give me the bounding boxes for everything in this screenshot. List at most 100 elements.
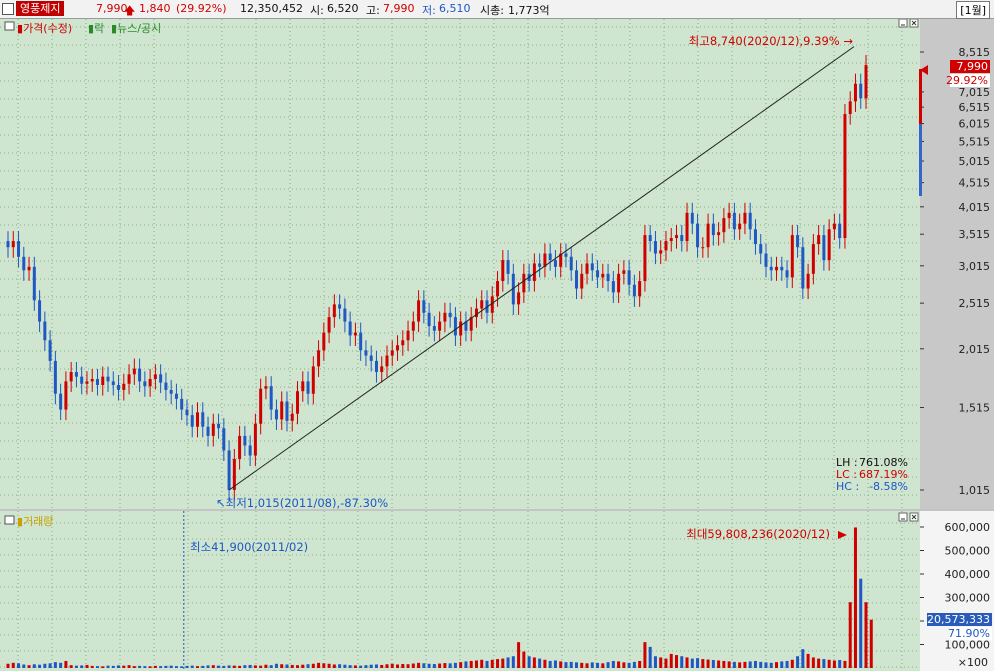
- volume-bar: [496, 659, 500, 668]
- volume-panel-checkbox[interactable]: [4, 515, 15, 525]
- candle-body: [548, 253, 552, 261]
- legend-news[interactable]: ▮뉴스/공시: [111, 22, 161, 35]
- candle-body: [790, 235, 794, 278]
- volume-panel-close-icon[interactable]: [909, 512, 919, 522]
- volume-bar: [296, 665, 300, 668]
- legend-price[interactable]: ▮가격(수정): [17, 22, 72, 35]
- candle-body: [159, 374, 163, 383]
- volume-bar: [374, 664, 378, 668]
- volume-axis-background: [920, 511, 994, 671]
- volume-bar: [32, 664, 36, 668]
- volume-bar: [353, 665, 357, 668]
- panel-checkbox[interactable]: [4, 21, 15, 31]
- volume-bar: [764, 662, 768, 668]
- volume-bar: [711, 660, 715, 668]
- candle-body: [732, 212, 736, 230]
- candle-body: [217, 423, 221, 429]
- candle-body: [327, 317, 331, 333]
- volume-bar: [390, 663, 394, 668]
- volume-bar: [864, 602, 868, 668]
- volume-bar: [327, 663, 331, 668]
- volume-bar: [732, 661, 736, 668]
- volume-bar: [685, 657, 689, 668]
- candle-body: [111, 381, 115, 386]
- max-price-label: 최고8,740(2020/12),9.39% →: [689, 34, 854, 48]
- volume-bar: [343, 664, 347, 668]
- volume-bar: [232, 665, 236, 668]
- candle-body: [611, 281, 615, 293]
- stat-lh: LH :761.08%: [836, 456, 908, 469]
- candle-body: [811, 244, 815, 274]
- price-change-pct: (29.92%): [176, 2, 227, 15]
- candle-body: [638, 281, 642, 297]
- candle-body: [290, 413, 294, 421]
- volume-bar: [553, 660, 557, 668]
- candle-body: [390, 350, 394, 356]
- candle-body: [169, 389, 173, 394]
- quote-bar: 영풍제지 7,990 🡅 1,840 (29.92%) 12,350,452 시…: [0, 0, 994, 19]
- candle-body: [722, 218, 726, 233]
- volume-bar: [174, 666, 178, 668]
- volume-bar: [253, 665, 257, 668]
- volume-bar: [796, 656, 800, 668]
- volume-bar: [290, 664, 294, 668]
- candle-body: [696, 223, 700, 248]
- mcap-label: 시총:: [480, 4, 504, 17]
- stock-name[interactable]: 영풍제지: [16, 1, 65, 16]
- volume-bar: [627, 662, 631, 668]
- volume-bar: [53, 662, 57, 668]
- candle-body: [822, 235, 826, 261]
- volume-bar: [569, 661, 573, 668]
- volume-bar: [706, 659, 710, 668]
- open-value: 6,520: [327, 2, 359, 15]
- volume-bar: [501, 658, 505, 668]
- volume-bar: [195, 666, 199, 668]
- candle-body: [27, 266, 31, 271]
- select-checkbox[interactable]: [2, 3, 14, 15]
- candle-body: [711, 223, 715, 236]
- candle-body: [627, 270, 631, 285]
- candle-body: [38, 300, 42, 322]
- volume-bar: [206, 665, 210, 668]
- price-tick-label: 5,015: [959, 155, 991, 168]
- candle-body: [574, 270, 578, 289]
- volume-bar: [80, 665, 84, 668]
- candle-body: [432, 326, 436, 331]
- current-volume-badge: [927, 613, 992, 626]
- candle-body: [317, 350, 321, 367]
- candle-body: [106, 376, 110, 382]
- volume-bar: [469, 660, 473, 668]
- volume-bar: [806, 653, 810, 668]
- volume-bar: [596, 662, 600, 668]
- candle-body: [738, 223, 742, 230]
- price-tick-label: 5,515: [959, 135, 991, 148]
- panel-minimize-icon[interactable]: [898, 19, 908, 28]
- candle-body: [222, 428, 226, 451]
- legend-volume[interactable]: ▮거래량: [17, 515, 53, 528]
- volume-panel-minimize-icon[interactable]: [898, 512, 908, 522]
- candle-body: [448, 312, 452, 318]
- trend-line: [228, 46, 855, 491]
- panel-close-icon[interactable]: [909, 19, 919, 28]
- volume-bar: [306, 664, 310, 668]
- candle-body: [348, 321, 352, 336]
- volume-bar: [180, 666, 184, 668]
- current-price-badge: [950, 60, 990, 73]
- volume-bar: [101, 666, 105, 668]
- period-selector[interactable]: [1월]: [956, 1, 990, 19]
- candle-body: [853, 83, 857, 102]
- volume-bar: [17, 663, 21, 668]
- candle-body: [480, 300, 484, 309]
- candle-body: [717, 232, 721, 236]
- stat-lc: LC :687.19%: [836, 468, 908, 481]
- legend-rak[interactable]: ▮락: [88, 22, 104, 35]
- candle-body: [564, 253, 568, 257]
- price-tick-label: 1,515: [959, 402, 991, 415]
- candle-body: [680, 235, 684, 242]
- volume-bar: [817, 658, 821, 668]
- low-value: 6,510: [439, 2, 471, 15]
- volume-bar: [511, 656, 515, 668]
- price-tick-label: 7,015: [959, 86, 991, 99]
- candle-body: [427, 312, 431, 327]
- volume-bar: [574, 662, 578, 668]
